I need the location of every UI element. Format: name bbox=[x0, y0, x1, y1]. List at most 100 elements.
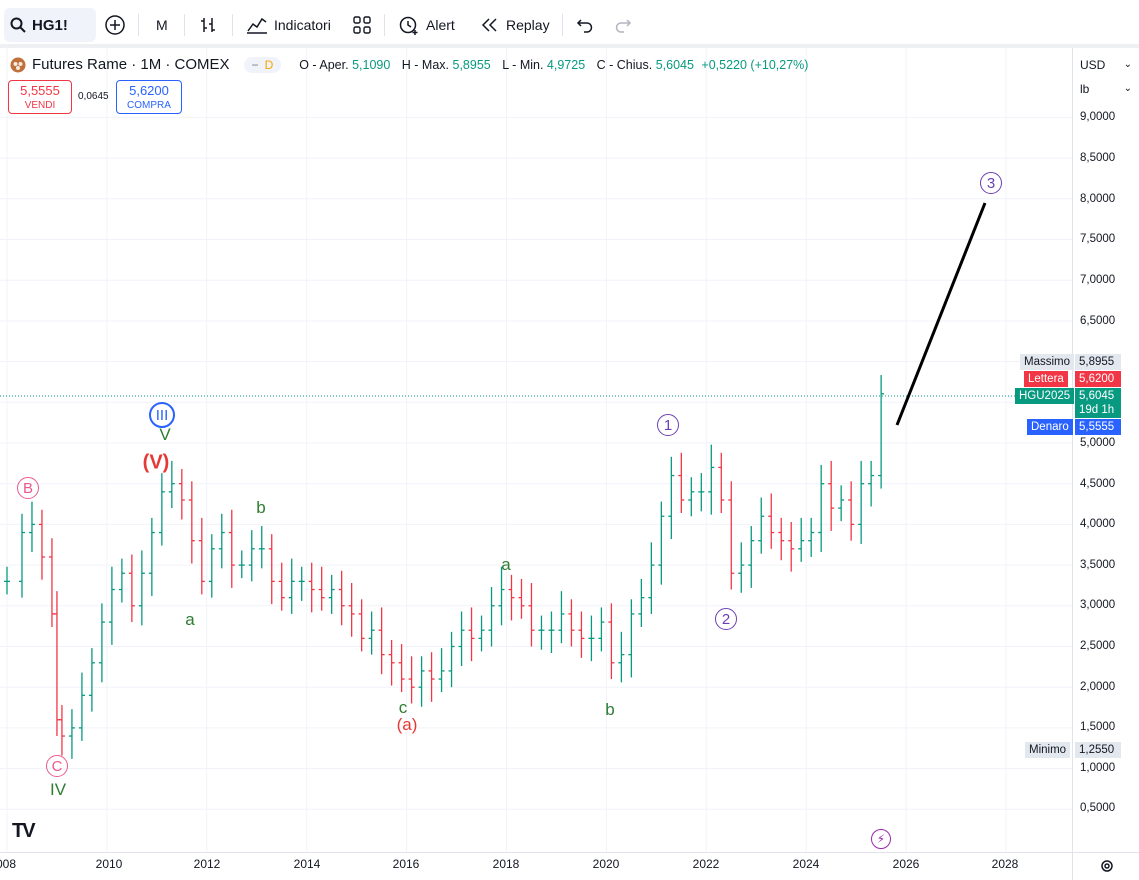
ohlc-bar bbox=[568, 599, 575, 647]
ohlc-bar bbox=[118, 558, 125, 603]
ohlc-bar bbox=[388, 639, 395, 686]
price-chart[interactable] bbox=[0, 48, 1072, 852]
redo-button[interactable] bbox=[614, 10, 632, 40]
time-tick: 2024 bbox=[792, 857, 820, 871]
wave-label-III[interactable]: III bbox=[149, 402, 175, 428]
layouts-button[interactable] bbox=[352, 10, 372, 40]
buy-button[interactable]: 5,6200 COMPRA bbox=[116, 80, 182, 114]
ohlc-bar bbox=[268, 534, 275, 605]
chart-pane[interactable] bbox=[0, 48, 1072, 852]
wave-label-b-second[interactable]: b bbox=[605, 700, 615, 719]
lightning-icon[interactable]: ⚡ bbox=[871, 829, 891, 849]
chart-type-button[interactable] bbox=[198, 10, 218, 40]
scale-settings-button[interactable] bbox=[1072, 852, 1139, 880]
ohlc-bar bbox=[78, 672, 85, 741]
wave-label-2[interactable]: 2 bbox=[715, 608, 737, 630]
bid-tag-label: Denaro bbox=[1027, 419, 1073, 435]
ohlc-bar bbox=[68, 709, 75, 759]
ohlc-bar bbox=[428, 652, 435, 702]
currency-select[interactable]: USD ⌄ bbox=[1076, 54, 1136, 76]
buy-price: 5,6200 bbox=[129, 83, 169, 98]
ohlc-bar bbox=[168, 460, 175, 509]
ohlc-bar bbox=[38, 509, 45, 580]
ohlc-bar bbox=[498, 566, 505, 626]
price-tick: 8,0000 bbox=[1080, 193, 1116, 205]
alert-button[interactable]: Alert bbox=[398, 10, 455, 40]
symbol-label: HG1! bbox=[32, 16, 68, 34]
ohlc-bar bbox=[528, 583, 535, 647]
price-scale[interactable] bbox=[1072, 48, 1139, 852]
ohlc-bar bbox=[288, 558, 295, 614]
wave-label-IV[interactable]: IV bbox=[49, 780, 67, 799]
ohlc-bar bbox=[838, 485, 845, 522]
symbol-search-button[interactable]: HG1! bbox=[4, 8, 96, 42]
indicators-button[interactable]: Indicatori bbox=[246, 10, 331, 40]
tradingview-logo-icon[interactable]: TV bbox=[12, 820, 36, 842]
chevron-down-icon: ⌄ bbox=[1123, 59, 1132, 70]
price-tick: 8,5000 bbox=[1080, 152, 1116, 164]
ohlc-bar bbox=[458, 611, 465, 667]
ohlc-bar bbox=[308, 562, 315, 613]
time-scale[interactable] bbox=[0, 852, 1072, 880]
toolbar-divider bbox=[232, 14, 233, 36]
replay-button[interactable]: Replay bbox=[480, 10, 550, 40]
ohlc-bar bbox=[338, 570, 345, 626]
ask-tag-value: 5,6200 bbox=[1075, 371, 1121, 387]
ohlc-bar bbox=[578, 611, 585, 658]
ohlc-bar bbox=[248, 530, 255, 582]
wave-label-a-second[interactable]: a bbox=[501, 555, 511, 574]
ohlc-bar bbox=[318, 566, 325, 611]
contract-tag-label: HGU2025 bbox=[1015, 388, 1075, 404]
ohlc-bar bbox=[88, 648, 95, 712]
ohlc-bar bbox=[368, 611, 375, 655]
ohlc-bar bbox=[278, 562, 285, 611]
ohlc-bar bbox=[738, 542, 745, 593]
time-tick: 2016 bbox=[392, 857, 420, 871]
wave-label-3[interactable]: 3 bbox=[980, 172, 1002, 194]
unit-select[interactable]: lb ⌄ bbox=[1076, 78, 1136, 100]
undo-button[interactable] bbox=[576, 10, 594, 40]
price-tick: 4,5000 bbox=[1080, 478, 1116, 490]
ohlc-bar bbox=[28, 501, 35, 553]
rewind-icon bbox=[481, 18, 497, 32]
price-tick: 4,0000 bbox=[1080, 518, 1116, 530]
wave-label-b-first[interactable]: b bbox=[256, 498, 266, 517]
wave-III-text: III bbox=[155, 406, 169, 424]
compare-button[interactable] bbox=[104, 10, 126, 40]
ohlc-bar bbox=[878, 375, 885, 489]
ohlc-bar bbox=[218, 513, 225, 569]
sell-button[interactable]: 5,5555 VENDI bbox=[8, 80, 72, 114]
ohlc-bar bbox=[818, 464, 825, 553]
wave-label-a-first[interactable]: a bbox=[185, 610, 195, 629]
copper-icon bbox=[10, 57, 26, 72]
projection-line[interactable] bbox=[895, 202, 987, 426]
ohlc-bar bbox=[398, 644, 405, 693]
ohlc-bar bbox=[378, 607, 385, 675]
ohlc-bar bbox=[108, 566, 115, 645]
ohlc-bar bbox=[198, 517, 205, 595]
price-tick: 2,0000 bbox=[1080, 681, 1116, 693]
wave-label-C[interactable]: C bbox=[46, 755, 68, 777]
wave-label-1[interactable]: 1 bbox=[657, 414, 679, 436]
ohlc-bar bbox=[548, 611, 555, 654]
wave-label-B[interactable]: B bbox=[17, 477, 39, 499]
wave-label-c[interactable]: c bbox=[398, 698, 408, 717]
wave-label-V-minor[interactable]: V bbox=[159, 425, 171, 444]
ohlc-bar bbox=[298, 566, 305, 601]
grid-lines bbox=[0, 48, 1072, 852]
series-title[interactable]: Futures Rame · 1M · COMEX bbox=[32, 56, 230, 73]
ohlc-bar bbox=[448, 631, 455, 688]
ohlc-bar bbox=[58, 705, 65, 756]
ohlc-bar bbox=[348, 583, 355, 637]
ohlc-bar bbox=[238, 550, 245, 579]
ohlc-bar bbox=[628, 599, 635, 678]
ohlc-bar bbox=[768, 493, 775, 549]
wave-label-V-major[interactable]: (V) bbox=[142, 451, 170, 474]
ohlc-bar bbox=[588, 615, 595, 662]
price-tick: 9,0000 bbox=[1080, 111, 1116, 123]
max-tag-value: 5,8955 bbox=[1075, 354, 1121, 370]
interval-button[interactable]: M bbox=[156, 10, 168, 40]
data-status-badge[interactable]: − D bbox=[243, 56, 282, 73]
search-icon bbox=[10, 17, 26, 33]
wave-label-a-paren[interactable]: (a) bbox=[396, 715, 418, 734]
